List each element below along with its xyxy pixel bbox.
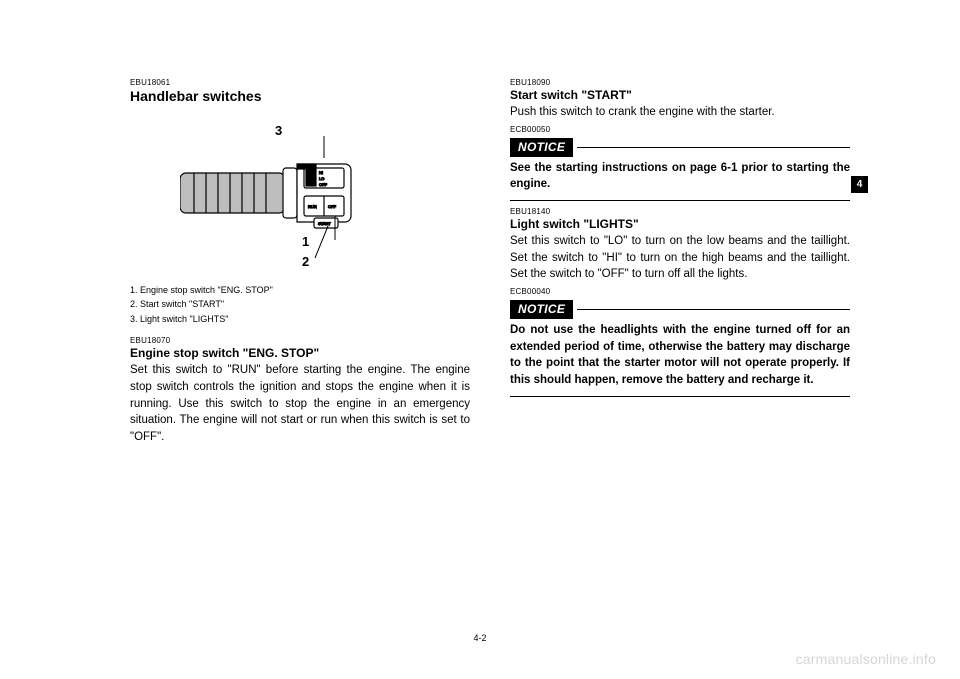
svg-text:HI: HI: [319, 170, 323, 175]
ref-code: EBU18140: [510, 207, 850, 216]
notice-label: NOTICE: [510, 138, 573, 157]
svg-text:RUN: RUN: [308, 204, 317, 209]
callout-3: 3: [275, 123, 282, 138]
separator-rule: [510, 396, 850, 397]
subsection-title: Light switch "LIGHTS": [510, 217, 850, 231]
notice-text: Do not use the headlights with the engin…: [510, 322, 850, 389]
svg-text:OFF: OFF: [319, 182, 328, 187]
left-column: EBU18061 Handlebar switches: [130, 78, 475, 639]
body-text: Push this switch to crank the engine wit…: [510, 104, 850, 121]
notice-rule: [577, 147, 850, 148]
subsection-title: Start switch "START": [510, 88, 850, 102]
svg-text:OFF: OFF: [328, 204, 337, 209]
section-title: Handlebar switches: [130, 88, 470, 104]
caption-line: 2. Start switch "START": [130, 297, 470, 311]
ref-code: EBU18061: [130, 78, 470, 87]
chapter-tab: 4: [851, 176, 868, 193]
caption-line: 3. Light switch "LIGHTS": [130, 312, 470, 326]
notice-heading: NOTICE: [510, 300, 850, 319]
notice-heading: NOTICE: [510, 138, 850, 157]
svg-text:START: START: [318, 221, 331, 226]
right-column: EBU18090 Start switch "START" Push this …: [505, 78, 850, 639]
callout-2: 2: [302, 254, 309, 269]
body-text: Set this switch to "LO" to turn on the l…: [510, 233, 850, 283]
handlebar-figure: HI LO OFF LIGHTS RUN OFF START 3 1: [180, 118, 420, 273]
ref-code: ECB00050: [510, 125, 850, 134]
caption-line: 1. Engine stop switch "ENG. STOP": [130, 283, 470, 297]
manual-page: 4 EBU18061 Handlebar switches: [0, 0, 960, 679]
ref-code: EBU18070: [130, 336, 470, 345]
svg-text:LIGHTS: LIGHTS: [299, 165, 312, 169]
subsection-title: Engine stop switch "ENG. STOP": [130, 346, 470, 360]
notice-text: See the starting instructions on page 6-…: [510, 160, 850, 193]
svg-text:LO: LO: [319, 176, 324, 181]
notice-label: NOTICE: [510, 300, 573, 319]
body-text: Set this switch to "RUN" before starting…: [130, 362, 470, 445]
watermark: carmanualsonline.info: [796, 651, 936, 667]
ref-code: ECB00040: [510, 287, 850, 296]
separator-rule: [510, 200, 850, 201]
figure-caption: 1. Engine stop switch "ENG. STOP" 2. Sta…: [130, 283, 470, 326]
callout-1: 1: [302, 234, 309, 249]
page-number: 4-2: [0, 633, 960, 643]
notice-rule: [577, 309, 850, 310]
ref-code: EBU18090: [510, 78, 850, 87]
